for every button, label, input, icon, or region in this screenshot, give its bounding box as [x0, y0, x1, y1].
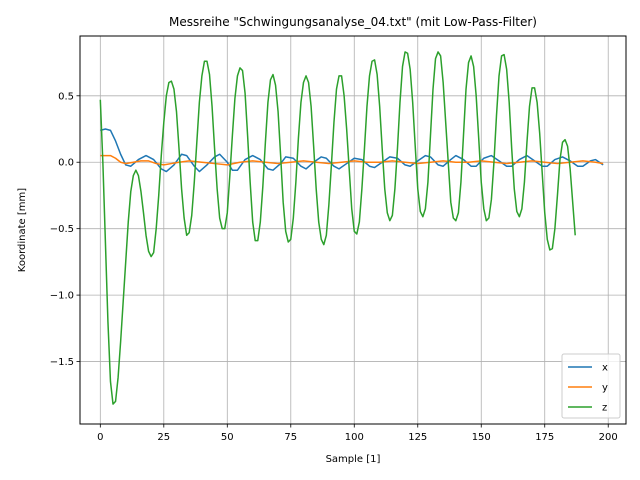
y-axis: −1.5 −1.0 −0.5 0.0 0.5	[50, 91, 80, 368]
series-line-z	[99, 51, 576, 405]
x-axis: 0 25 50 75 100 125 150 175 200	[97, 424, 618, 443]
x-tick-label: 200	[599, 432, 618, 443]
x-tick-label: 0	[97, 432, 103, 443]
legend-entry-y: y	[602, 383, 608, 394]
x-axis-label: Sample [1]	[326, 454, 381, 465]
y-axis-label: Koordinate [mm]	[17, 188, 28, 272]
x-tick-label: 125	[408, 432, 427, 443]
series-line-y	[100, 154, 604, 166]
y-tick-label: −1.5	[50, 357, 74, 368]
x-tick-label: 50	[221, 432, 234, 443]
x-tick-label: 175	[535, 432, 554, 443]
legend-box	[561, 353, 621, 419]
legend: xyz	[561, 353, 621, 419]
x-tick-label: 100	[345, 432, 364, 443]
legend-entry-z: z	[602, 403, 607, 414]
legend-entry-x: x	[602, 363, 608, 374]
y-tick-label: −0.5	[50, 224, 74, 235]
plot-area	[99, 51, 604, 405]
y-tick-label: 0.5	[58, 91, 74, 102]
y-tick-label: −1.0	[50, 291, 74, 302]
chart-title: Messreihe "Schwingungsanalyse_04.txt" (m…	[169, 15, 537, 29]
plot-frame	[79, 35, 627, 425]
y-tick-label: 0.0	[58, 158, 74, 169]
x-tick-label: 75	[284, 432, 297, 443]
x-tick-label: 25	[157, 432, 170, 443]
x-tick-label: 150	[472, 432, 491, 443]
